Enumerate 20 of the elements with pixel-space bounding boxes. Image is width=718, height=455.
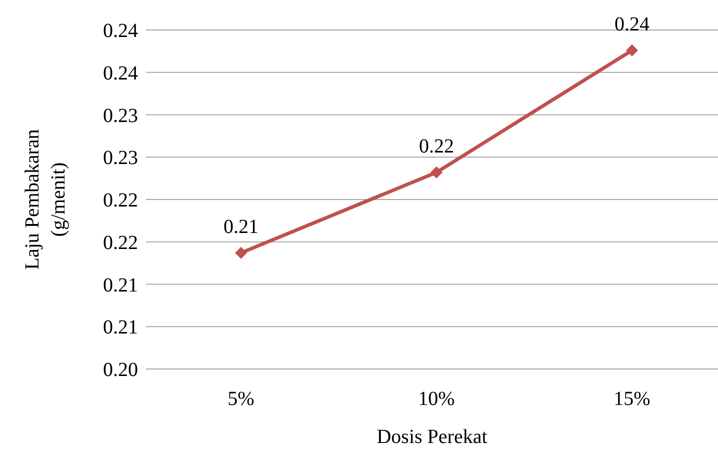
y-tick-label: 0.20 (103, 359, 138, 382)
point (235, 246, 247, 259)
data-label: 0.22 (419, 135, 454, 158)
y-tick-label: 0.23 (103, 104, 138, 127)
data-label: 0.24 (614, 13, 650, 36)
data-label: 0.21 (224, 216, 258, 238)
y-tick-label: 0.21 (103, 274, 138, 296)
y-tick-label: 0.24 (103, 62, 138, 84)
y-tick-label: 0.21 (103, 316, 138, 339)
point (430, 166, 442, 178)
x-tick-label: 5% (228, 388, 254, 410)
y-axis-title: Laju Pembakaran (g/menit) (22, 129, 70, 270)
x-tick-label: 15% (614, 388, 650, 410)
y-tick-label: 0.24 (103, 20, 138, 42)
y-tick-label: 0.23 (103, 147, 138, 170)
y-tick-label: 0.22 (103, 232, 138, 254)
x-axis-title: Dosis Perekat (376, 426, 488, 448)
y-tick-label: 0.22 (103, 190, 138, 212)
point (626, 44, 638, 56)
x-tick-label: 10% (418, 388, 455, 410)
